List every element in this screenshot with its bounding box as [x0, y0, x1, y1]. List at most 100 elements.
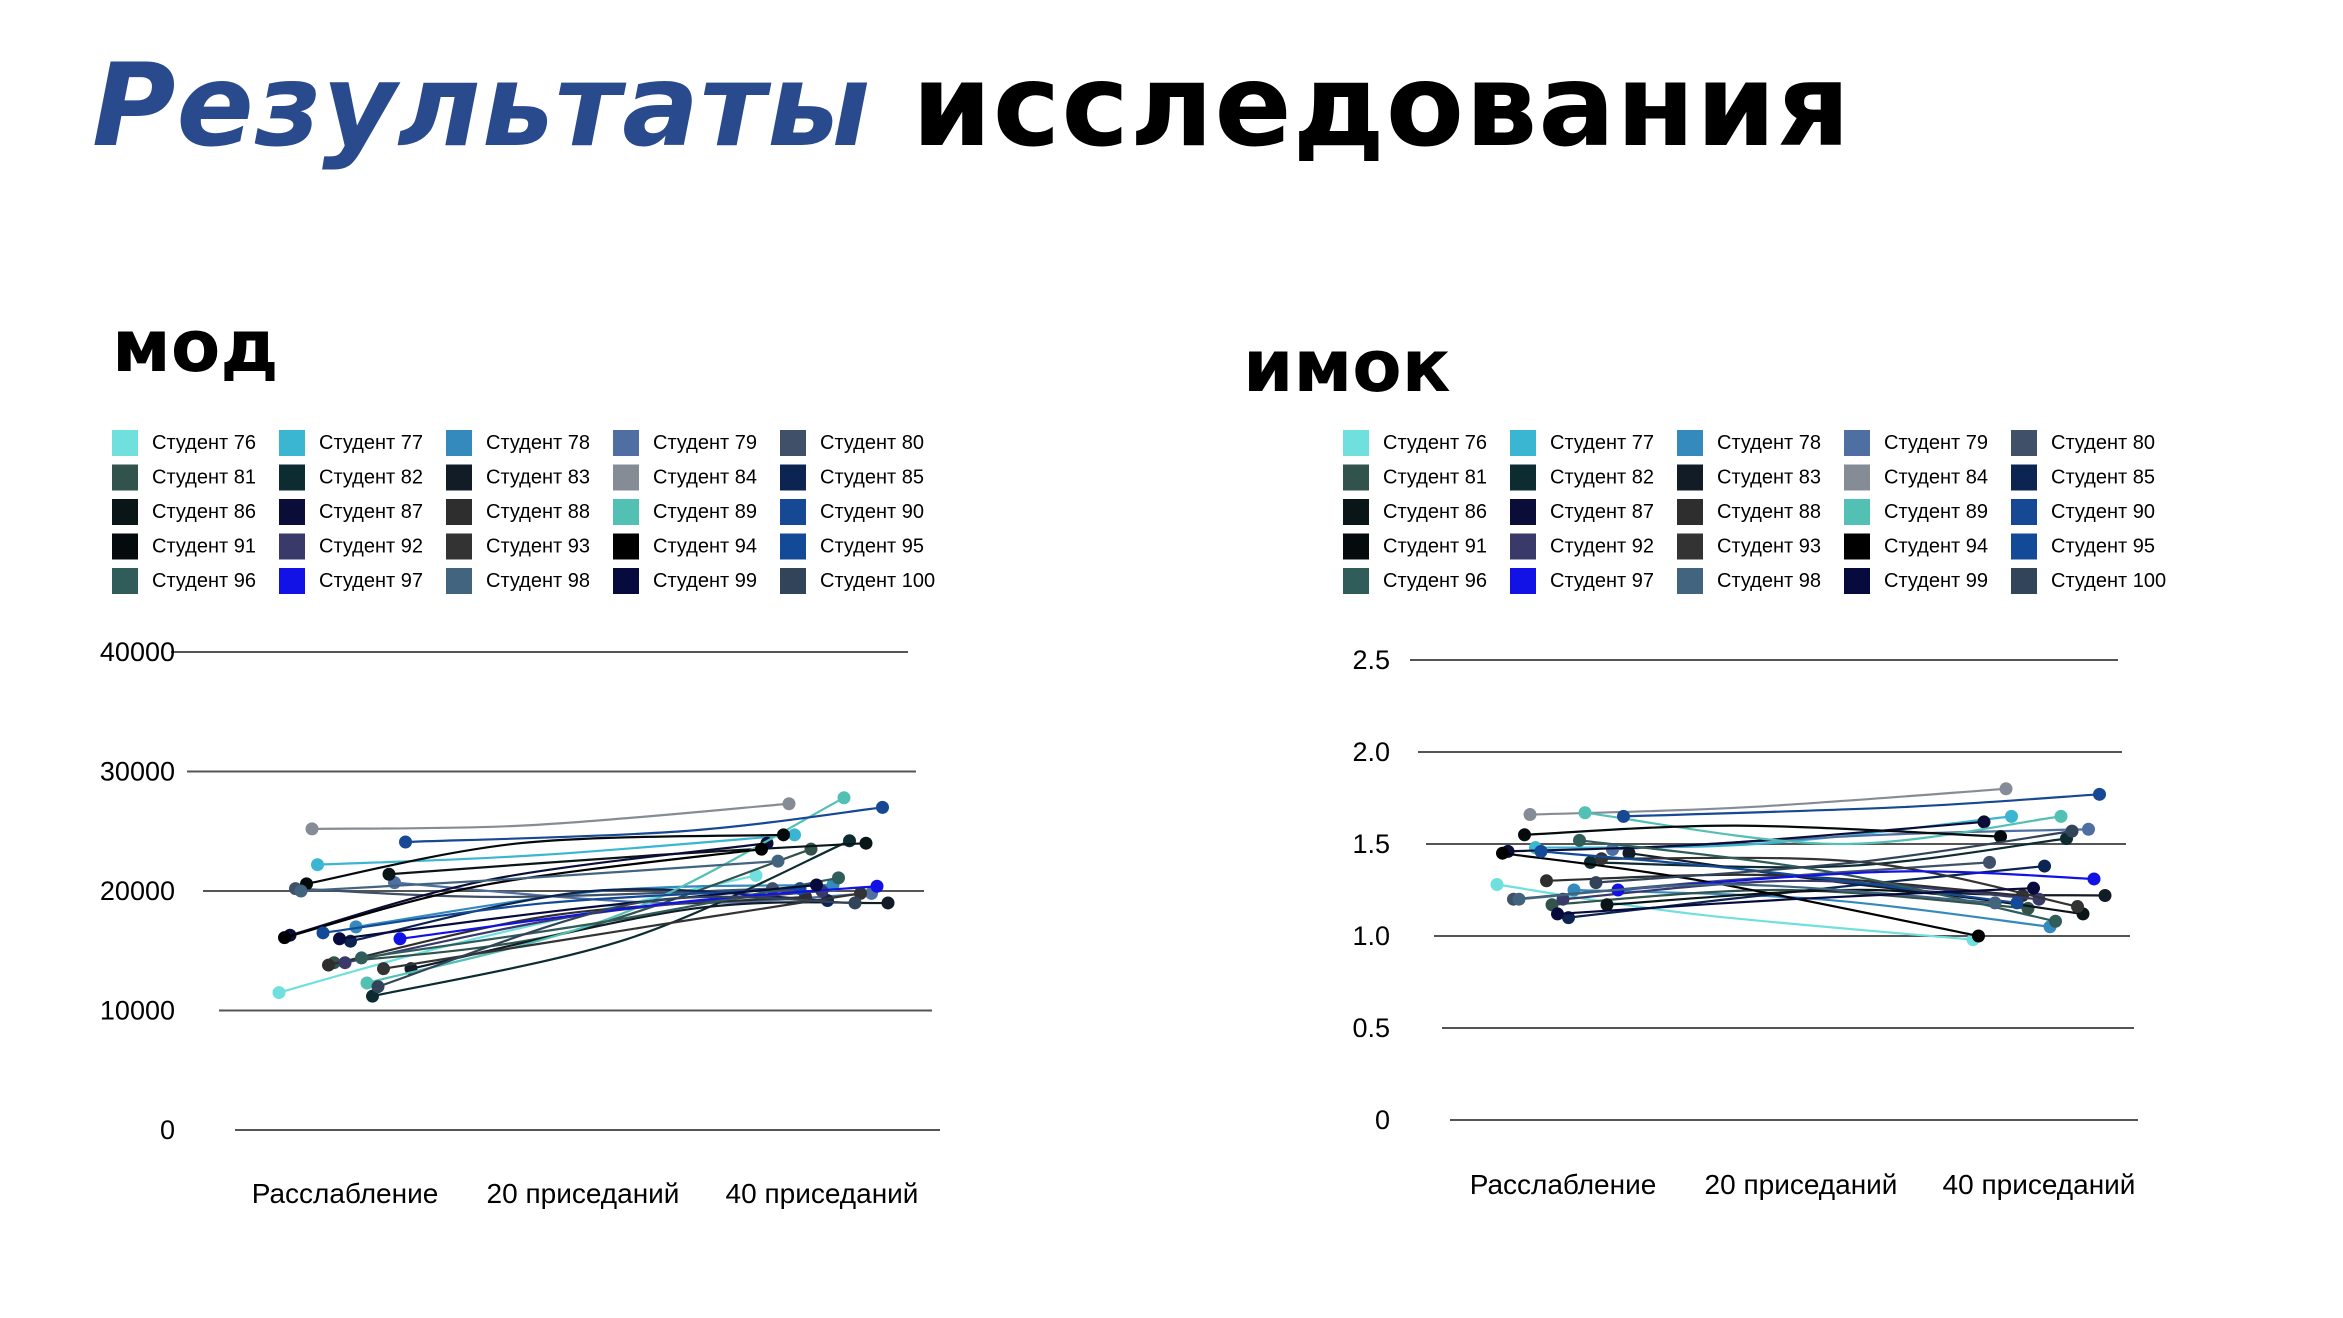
data-point: [1622, 846, 1636, 860]
data-point: [870, 879, 884, 893]
legend-swatch: [279, 568, 305, 594]
legend-swatch: [1510, 568, 1536, 594]
legend-swatch: [2011, 464, 2037, 491]
legend-label: Студент 91: [152, 536, 256, 558]
legend-label: Студент 96: [1383, 570, 1487, 592]
legend-label: Студент 79: [653, 432, 757, 454]
series-line: [1524, 824, 2001, 838]
data-point: [316, 926, 330, 940]
data-point: [2010, 896, 2024, 910]
page-title-accent: Результаты: [92, 39, 872, 172]
y-tick-label: 2.0: [1352, 737, 1390, 767]
legend-swatch: [112, 464, 138, 491]
legend-swatch: [1844, 568, 1870, 594]
series-line: [289, 842, 768, 937]
legend-swatch: [1510, 499, 1536, 525]
legend-swatch: [2011, 430, 2037, 456]
legend-label: Студент 78: [1717, 432, 1821, 454]
data-point: [360, 976, 374, 990]
legend-swatch: [1510, 464, 1536, 491]
data-point: [333, 932, 346, 946]
page-title: Результаты исследования: [92, 38, 1851, 175]
legend-label: Студент 84: [653, 467, 757, 489]
data-point: [832, 871, 845, 885]
legend-swatch: [279, 499, 305, 525]
legend-swatch: [1844, 430, 1870, 456]
data-point: [777, 828, 790, 842]
legend-label: Студент 97: [319, 570, 423, 592]
legend-swatch: [2011, 499, 2037, 525]
legend-label: Студент 94: [653, 536, 757, 558]
legend-label: Студент 87: [319, 501, 423, 523]
chart-title-mod: мод: [112, 304, 279, 388]
legend-label: Студент 77: [1550, 432, 1654, 454]
y-tick-label: 40000: [100, 637, 175, 667]
y-tick-label: 0: [1375, 1105, 1390, 1135]
series-line: [1540, 850, 2018, 904]
x-tick-label: Расслабление: [1470, 1169, 1657, 1200]
legend-label: Студент 93: [486, 536, 590, 558]
data-point: [1490, 877, 1504, 891]
legend-swatch: [780, 568, 806, 594]
data-point: [2005, 809, 2018, 823]
data-point: [2098, 889, 2112, 903]
legend-label: Студент 100: [820, 570, 935, 592]
legend-swatch: [1510, 533, 1536, 560]
data-point: [349, 920, 363, 934]
legend-swatch: [112, 568, 138, 594]
data-point: [1518, 828, 1531, 842]
data-point: [1573, 833, 1586, 847]
data-point: [338, 956, 352, 970]
data-point: [272, 986, 286, 1000]
data-point: [1540, 874, 1553, 888]
legend-label: Студент 86: [152, 501, 256, 523]
legend-swatch: [1844, 464, 1870, 491]
data-point: [2027, 881, 2040, 895]
data-point: [1551, 907, 1564, 921]
data-point: [1496, 846, 1509, 860]
series-line: [1623, 793, 2100, 818]
data-point: [393, 932, 407, 946]
data-point: [1523, 808, 1537, 822]
data-point: [782, 797, 796, 811]
x-tick-label: Расслабление: [252, 1178, 439, 1209]
legend-label: Студент 89: [653, 501, 757, 523]
data-point: [2065, 824, 2079, 838]
legend-swatch: [446, 430, 472, 456]
series-line: [372, 839, 850, 998]
legend-label: Студент 88: [486, 501, 590, 523]
legend-label: Студент 78: [486, 432, 590, 454]
legend-swatch: [279, 533, 305, 560]
data-point: [1994, 830, 2007, 844]
data-point: [1512, 892, 1526, 906]
data-point: [1600, 898, 1614, 912]
legend-swatch: [1343, 533, 1369, 560]
data-point: [788, 828, 801, 842]
legend-swatch: [1343, 430, 1369, 456]
y-tick-label: 0: [160, 1115, 175, 1145]
data-point: [366, 989, 379, 1003]
legend-label: Студент 76: [1383, 432, 1487, 454]
legend-label: Студент 89: [1884, 501, 1988, 523]
data-point: [2087, 872, 2101, 886]
data-point: [2038, 859, 2051, 873]
series-line: [1568, 864, 2045, 919]
data-point: [355, 951, 368, 965]
legend-swatch: [279, 464, 305, 491]
series-line: [1595, 830, 2073, 884]
data-point: [859, 836, 873, 850]
series-line: [1529, 787, 2007, 816]
legend-label: Студент 87: [1550, 501, 1654, 523]
data-point: [2071, 900, 2084, 914]
legend-swatch: [613, 533, 639, 560]
data-point: [322, 958, 335, 972]
data-point: [749, 868, 763, 882]
legend-label: Студент 98: [486, 570, 590, 592]
series-line: [317, 833, 795, 866]
y-tick-label: 1.0: [1352, 921, 1390, 951]
legend-label: Студент 97: [1550, 570, 1654, 592]
legend-swatch: [780, 499, 806, 525]
legend-label: Студент 82: [1550, 467, 1654, 489]
